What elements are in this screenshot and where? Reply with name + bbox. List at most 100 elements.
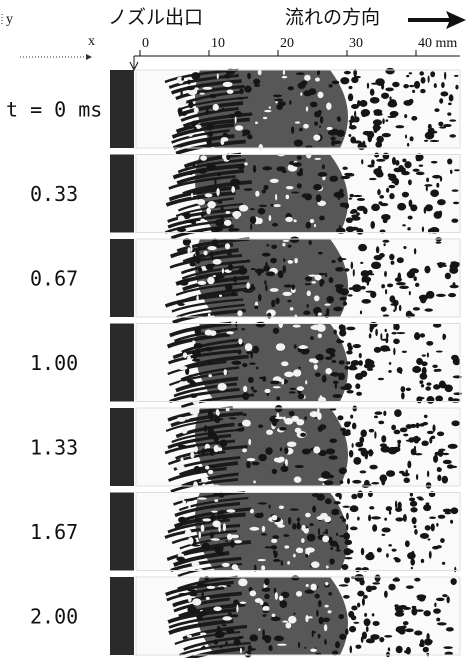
time-label: 0.33: [30, 182, 78, 206]
droplet: [313, 184, 322, 191]
droplet: [181, 111, 187, 116]
droplet: [347, 478, 351, 485]
droplet: [255, 321, 266, 328]
spray-streak: [173, 382, 238, 398]
droplet: [293, 369, 302, 377]
droplet: [221, 268, 225, 274]
droplet: [393, 178, 400, 186]
droplet: [259, 599, 264, 606]
droplet: [383, 410, 387, 417]
droplet: [376, 135, 384, 143]
droplet: [389, 110, 399, 117]
spray-streak: [180, 366, 240, 381]
droplet: [453, 392, 462, 396]
droplet: [430, 523, 435, 532]
droplet: [217, 447, 223, 452]
droplet: [249, 526, 260, 531]
droplet: [351, 422, 357, 430]
droplet: [434, 602, 437, 608]
droplet: [412, 365, 422, 373]
droplet: [454, 74, 459, 77]
droplet: [426, 430, 434, 435]
droplet: [433, 608, 441, 614]
droplet: [249, 634, 259, 642]
droplet: [273, 204, 281, 208]
droplet: [414, 577, 421, 582]
droplet: [294, 465, 304, 468]
spray-streak: [175, 139, 246, 156]
droplet: [350, 261, 354, 270]
droplet: [180, 90, 183, 96]
droplet: [318, 528, 321, 536]
droplet: [344, 365, 350, 370]
droplet: [329, 175, 339, 182]
droplet: [321, 471, 331, 479]
photo-border: [135, 407, 461, 487]
droplet: [455, 84, 459, 90]
droplet: [194, 126, 197, 132]
droplet: [282, 239, 290, 242]
spray-streak: [168, 185, 240, 202]
droplet: [236, 604, 239, 613]
spray-streak: [174, 501, 241, 518]
droplet: [424, 131, 435, 140]
scale-tick-label: 0: [142, 36, 149, 51]
droplet: [288, 410, 295, 417]
droplet: [411, 607, 418, 616]
droplet: [238, 636, 244, 639]
droplet: [423, 638, 433, 646]
droplet: [251, 461, 260, 466]
droplet: [212, 238, 218, 245]
droplet: [404, 114, 408, 119]
droplet: [327, 610, 332, 614]
droplet: [399, 427, 408, 433]
droplet: [233, 212, 240, 220]
droplet: [241, 328, 246, 331]
droplet: [372, 582, 381, 585]
droplet: [287, 516, 292, 525]
droplet: [258, 424, 264, 428]
droplet: [297, 348, 302, 353]
droplet: [225, 628, 235, 633]
droplet: [330, 547, 334, 551]
droplet: [293, 344, 297, 349]
spray-streak: [176, 169, 245, 185]
droplet: [369, 96, 380, 104]
droplet: [414, 453, 423, 456]
droplet: [261, 525, 266, 533]
droplet: [271, 419, 277, 427]
droplet: [388, 544, 393, 547]
droplet: [201, 542, 211, 550]
droplet: [249, 208, 255, 211]
spray-streak: [183, 636, 242, 651]
droplet: [283, 463, 286, 467]
droplet: [244, 343, 253, 352]
droplet: [338, 584, 349, 587]
droplet: [253, 564, 257, 572]
droplet: [423, 206, 427, 214]
droplet: [413, 445, 417, 451]
droplet: [412, 89, 416, 93]
droplet: [304, 416, 307, 421]
droplet: [340, 427, 346, 432]
droplet: [405, 134, 408, 139]
droplet: [325, 448, 336, 455]
droplet: [308, 88, 317, 95]
droplet: [182, 497, 187, 506]
droplet: [352, 343, 361, 349]
droplet: [214, 417, 221, 424]
droplet: [432, 424, 436, 432]
droplet: [192, 353, 197, 360]
droplet: [312, 505, 317, 513]
droplet: [410, 204, 418, 212]
droplet: [305, 614, 309, 623]
droplet: [291, 191, 300, 194]
droplet: [403, 477, 410, 484]
droplet: [371, 261, 382, 270]
droplet: [441, 81, 445, 89]
droplet: [451, 420, 460, 427]
droplet: [407, 227, 411, 231]
spray-photo: [135, 573, 461, 658]
droplet: [204, 329, 213, 336]
droplet: [393, 309, 396, 312]
